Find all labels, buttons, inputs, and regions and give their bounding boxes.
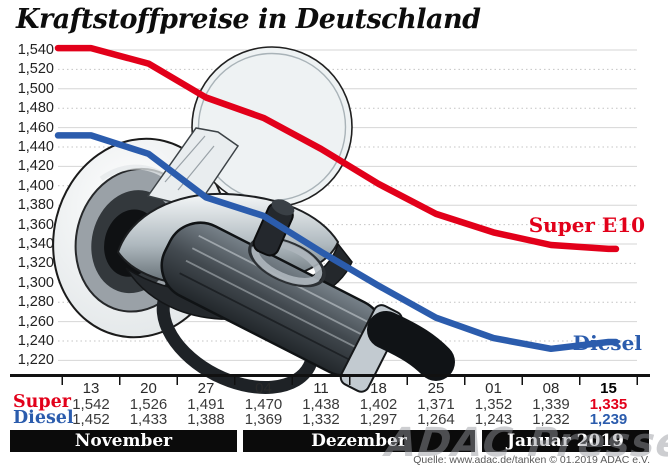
x-tick-label: 11: [313, 380, 329, 397]
price-cell: 1,332: [302, 411, 340, 428]
price-cell: 1,264: [417, 411, 455, 428]
price-cell: 1,339: [532, 395, 570, 413]
y-tick-label: 1,480: [17, 100, 54, 117]
month-bar-dezember: Dezember: [243, 430, 475, 452]
month-bar-november: November: [10, 430, 237, 452]
x-tick-label: 13: [82, 380, 100, 397]
price-cell: 1,297: [359, 411, 398, 428]
price-cell: 1,371: [417, 395, 455, 413]
y-tick-label: 1,240: [17, 333, 54, 349]
price-cell: 1,491: [187, 395, 225, 413]
x-tick-label: 25: [427, 380, 445, 397]
fuel-nozzle-illustration: [52, 46, 455, 394]
y-tick-label: 1,300: [17, 274, 54, 291]
vent-knob-icon: [252, 199, 295, 257]
x-tick-label: 15: [600, 380, 617, 397]
page-title: Kraftstoffpreise in Deutschland: [16, 4, 481, 35]
price-cell: 1,352: [474, 395, 513, 413]
y-tick-label: 1,360: [17, 216, 54, 233]
price-cell: 1,369: [244, 411, 283, 428]
price-cell: 1,542: [72, 395, 110, 413]
price-cell: 1,335: [589, 395, 628, 413]
y-tick-label: 1,440: [17, 139, 54, 155]
series-label-diesel: Diesel: [572, 331, 642, 355]
y-tick-label: 1,400: [17, 177, 54, 194]
price-cell: 1,239: [589, 411, 628, 428]
series-label-super-e10: Super E10: [528, 213, 645, 237]
chart-series: [54, 44, 620, 353]
row-label-diesel: Diesel: [13, 407, 74, 428]
fuel-hose: [367, 311, 455, 381]
magnifier-lens-icon: [191, 46, 353, 208]
price-cell: 1,470: [244, 395, 283, 413]
price-cell: 1,438: [302, 395, 340, 413]
row-label-super: Super: [13, 392, 71, 412]
x-tick-label: 08: [542, 380, 560, 397]
y-tick-label: 1,280: [17, 294, 54, 311]
x-tick-label: 01: [485, 380, 502, 397]
price-cell: 1,388: [187, 411, 225, 428]
y-tick-label: 1,500: [17, 80, 54, 97]
price-cell: 1,452: [72, 411, 110, 428]
source-attribution: Quelle: www.adac.de/tanken © 01.2019 ADA…: [413, 454, 650, 466]
y-tick-label: 1,420: [17, 158, 54, 175]
price-cell: 1,402: [359, 395, 398, 413]
x-axis: [10, 374, 650, 385]
x-tick-label: 20: [140, 380, 157, 397]
price-cell: 1,526: [129, 395, 168, 413]
y-tick-label: 1,340: [17, 236, 54, 252]
y-tick-label: 1,320: [17, 255, 54, 272]
month-bar-januar-2019: Januar 2019: [482, 430, 649, 452]
y-tick-label: 1,220: [17, 352, 54, 369]
y-tick-label: 1,540: [17, 42, 54, 58]
y-tick-label: 1,260: [17, 313, 54, 330]
x-tick-label: 18: [370, 380, 387, 397]
collar-ring: [248, 236, 326, 288]
price-cell: 1,232: [532, 411, 570, 428]
line-super: [54, 44, 620, 253]
price-cell: 1,433: [129, 411, 168, 428]
x-tick-label: 27: [197, 380, 215, 397]
y-tick-label: 1,460: [17, 119, 54, 136]
price-cell: 1,243: [474, 411, 513, 428]
y-tick-label: 1,380: [17, 197, 54, 214]
x-tick-label: 04: [255, 380, 272, 397]
y-tick-label: 1,520: [17, 61, 54, 78]
line-diesel: [54, 132, 620, 353]
